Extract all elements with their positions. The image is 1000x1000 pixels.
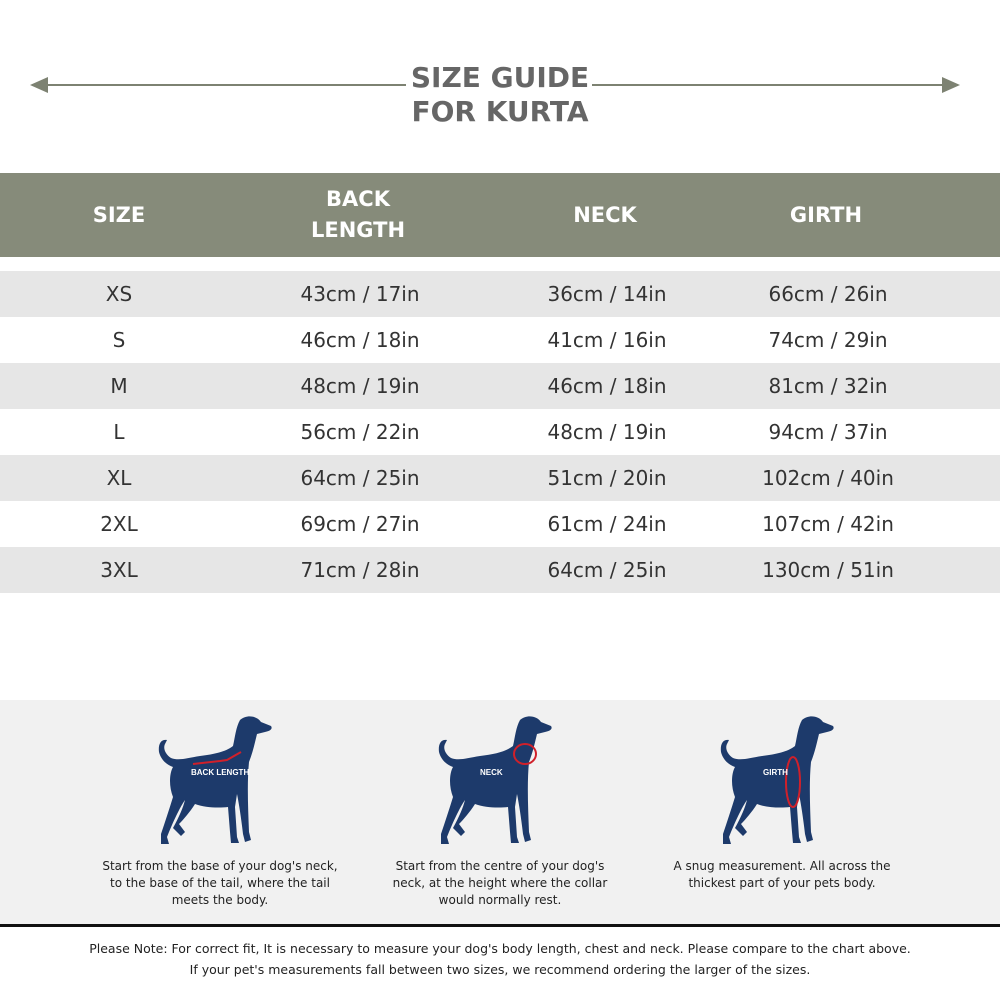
table-cell: S [112,328,126,352]
measurement-guide-panel [0,700,1000,925]
dog-silhouette-icon: BACK LENGTH [145,712,285,852]
table-cell: 48cm / 19in [300,374,420,398]
table-cell: XL [106,466,132,490]
table-cell: 46cm / 18in [300,328,420,352]
page-title-line1: SIZE GUIDE [410,61,590,94]
table-cell: 107cm / 42in [762,512,894,536]
header-back-length-line1: BACK [326,187,390,211]
note-line2: If your pet's measurements fall between … [189,962,811,977]
table-cell: 41cm / 16in [547,328,667,352]
table-row: L 56cm / 22in 48cm / 19in 94cm / 37in [0,409,1000,455]
table-cell: M [110,374,128,398]
table-cell: 94cm / 37in [768,420,888,444]
header-back-length: BACK LENGTH [311,173,405,257]
header-neck: NECK [573,202,637,227]
table-cell: XS [105,282,133,306]
header-back-length-line2: LENGTH [310,218,406,242]
table-cell: 51cm / 20in [547,466,667,490]
table-cell: L [113,420,125,444]
table-cell: 64cm / 25in [300,466,420,490]
table-cell: 64cm / 25in [547,558,667,582]
table-cell: 71cm / 28in [300,558,420,582]
table-row: XS 43cm / 17in 36cm / 14in 66cm / 26in [0,271,1000,317]
table-cell: 69cm / 27in [300,512,420,536]
right-arrow-decoration [592,77,960,93]
table-cell: 102cm / 40in [762,466,894,490]
table-row: M 48cm / 19in 46cm / 18in 81cm / 32in [0,363,1000,409]
table-header: SIZE BACK LENGTH NECK GIRTH [0,173,1000,257]
table-cell: 48cm / 19in [547,420,667,444]
table-row: XL 64cm / 25in 51cm / 20in 102cm / 40in [0,455,1000,501]
table-cell: 130cm / 51in [762,558,894,582]
note-line1: Please Note: For correct fit, It is nece… [89,941,911,956]
table-cell: 56cm / 22in [300,420,420,444]
header-size: SIZE [92,202,146,227]
table-cell: 46cm / 18in [547,374,667,398]
table-cell: 81cm / 32in [768,374,888,398]
left-arrow-decoration [30,77,406,93]
table-cell: 2XL [100,512,138,536]
table-cell: 36cm / 14in [547,282,667,306]
guide-description: A snug measurement. All across the thick… [673,859,891,890]
dog-silhouette-icon: NECK [425,712,565,852]
guide-label: BACK LENGTH [191,768,249,777]
table-row: 3XL 71cm / 28in 64cm / 25in 130cm / 51in [0,547,1000,593]
page-title-line2: FOR KURTA [411,95,589,128]
guide-description: Start from the base of your dog's neck, … [102,859,338,907]
table-row: 2XL 69cm / 27in 61cm / 24in 107cm / 42in [0,501,1000,547]
table-cell: 61cm / 24in [547,512,667,536]
table-cell: 3XL [100,558,138,582]
guide-label: GIRTH [763,768,788,777]
guide-description: Start from the centre of your dog's neck… [392,859,608,907]
guide-label: NECK [480,768,503,777]
table-row: S 46cm / 18in 41cm / 16in 74cm / 29in [0,317,1000,363]
header-girth: GIRTH [789,202,863,227]
divider [0,924,1000,927]
table-cell: 43cm / 17in [300,282,420,306]
dog-silhouette-icon: GIRTH [707,712,847,852]
table-cell: 74cm / 29in [768,328,888,352]
table-cell: 66cm / 26in [768,282,888,306]
